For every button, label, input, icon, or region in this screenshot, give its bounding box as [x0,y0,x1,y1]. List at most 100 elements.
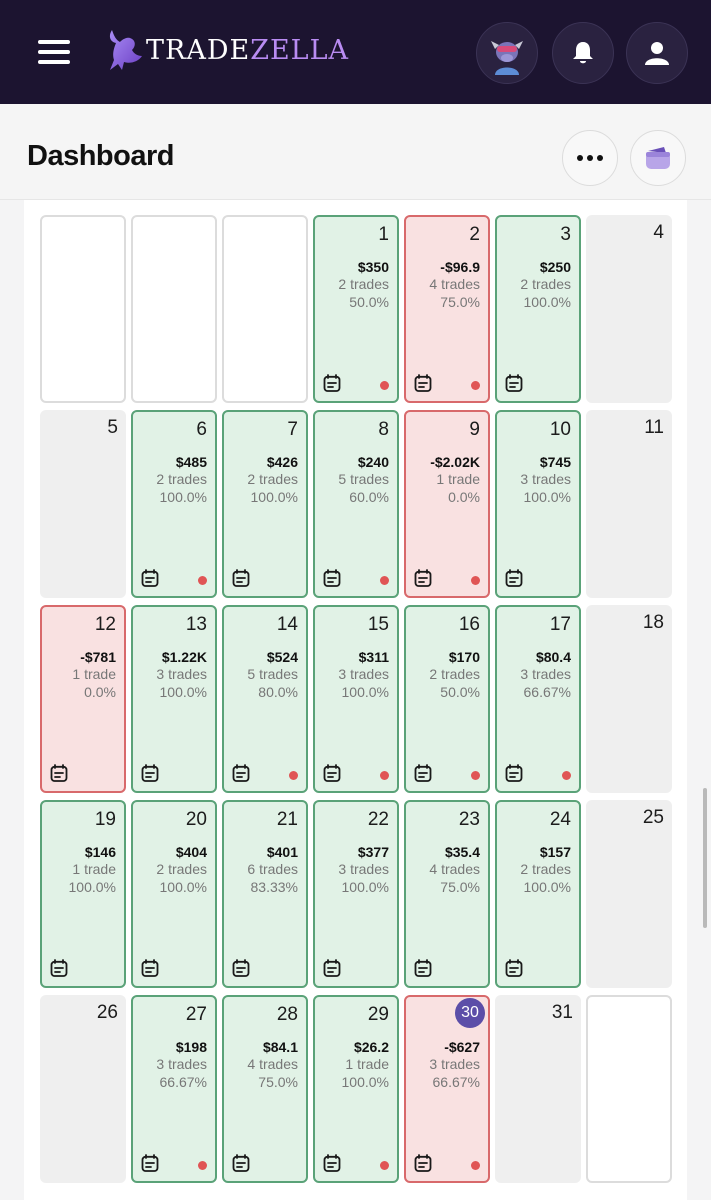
brand-name: TRADEZELLA [146,34,350,66]
calendar-day-13[interactable]: 13 $1.22K 3 trades 100.0% [131,605,217,793]
notifications-button[interactable] [552,22,614,84]
day-number: 24 [549,809,571,830]
day-number: 2 [469,224,480,245]
page-title: Dashboard [27,140,174,172]
journal-note-icon[interactable] [140,958,160,978]
calendar-day-3[interactable]: 3 $250 2 trades 100.0% [495,215,581,403]
journal-note-icon[interactable] [140,1153,160,1173]
journal-note-icon[interactable] [322,958,342,978]
journal-note-icon[interactable] [231,763,251,783]
calendar-day-7[interactable]: 7 $426 2 trades 100.0% [222,410,308,598]
day-trade-count: 1 trade [72,861,116,877]
wallet-button[interactable] [630,130,686,186]
journal-note-icon[interactable] [413,373,433,393]
day-trade-count: 2 trades [429,666,480,682]
journal-note-icon[interactable] [504,958,524,978]
journal-note-icon[interactable] [504,568,524,588]
journal-note-icon[interactable] [322,373,342,393]
day-number: 13 [185,614,207,635]
calendar-day-30[interactable]: 30 -$627 3 trades 66.67% [404,995,490,1183]
journal-note-icon[interactable] [140,568,160,588]
journal-note-icon[interactable] [49,763,69,783]
calendar-empty-cell [131,215,217,403]
calendar-day-17[interactable]: 17 $80.4 3 trades 66.67% [495,605,581,793]
calendar-day-26[interactable]: 26 [40,995,126,1183]
day-pnl: $426 [266,454,298,470]
calendar-empty-cell [586,995,672,1183]
journal-note-icon[interactable] [49,958,69,978]
alert-dot-indicator [471,1161,480,1170]
calendar-day-15[interactable]: 15 $311 3 trades 100.0% [313,605,399,793]
calendar-day-2[interactable]: 2 -$96.9 4 trades 75.0% [404,215,490,403]
day-win-rate: 100.0% [341,879,389,895]
alert-dot-indicator [380,1161,389,1170]
calendar-day-10[interactable]: 10 $745 3 trades 100.0% [495,410,581,598]
journal-note-icon[interactable] [504,373,524,393]
day-win-rate: 100.0% [523,294,571,310]
calendar-day-23[interactable]: 23 $35.4 4 trades 75.0% [404,800,490,988]
more-options-button[interactable] [562,130,618,186]
day-win-rate: 100.0% [68,879,116,895]
journal-note-icon[interactable] [413,763,433,783]
day-pnl: $146 [84,844,116,860]
journal-note-icon[interactable] [231,958,251,978]
journal-note-icon[interactable] [322,1153,342,1173]
day-number: 10 [549,419,571,440]
day-trade-count: 3 trades [429,1056,480,1072]
calendar-day-8[interactable]: 8 $240 5 trades 60.0% [313,410,399,598]
journal-note-icon[interactable] [413,568,433,588]
menu-icon[interactable] [38,38,72,66]
journal-note-icon[interactable] [413,1153,433,1173]
calendar-day-4[interactable]: 4 [586,215,672,403]
day-win-rate: 66.67% [523,684,571,700]
account-button[interactable] [626,22,688,84]
calendar-day-22[interactable]: 22 $377 3 trades 100.0% [313,800,399,988]
day-trade-count: 2 trades [520,861,571,877]
day-win-rate: 0.0% [448,489,480,505]
day-number: 20 [185,809,207,830]
profile-avatar-button[interactable] [476,22,538,84]
calendar-day-5[interactable]: 5 [40,410,126,598]
calendar-day-25[interactable]: 25 [586,800,672,988]
day-number: 6 [196,419,207,440]
calendar-day-14[interactable]: 14 $524 5 trades 80.0% [222,605,308,793]
alert-dot-indicator [471,381,480,390]
calendar-day-20[interactable]: 20 $404 2 trades 100.0% [131,800,217,988]
calendar-day-11[interactable]: 11 [586,410,672,598]
brand-logo[interactable]: TRADEZELLA [104,28,349,72]
calendar-day-12[interactable]: 12 -$781 1 trade 0.0% [40,605,126,793]
calendar-day-19[interactable]: 19 $146 1 trade 100.0% [40,800,126,988]
calendar-day-16[interactable]: 16 $170 2 trades 50.0% [404,605,490,793]
day-pnl: -$96.9 [440,259,480,275]
scrollbar[interactable] [703,788,707,928]
calendar-day-21[interactable]: 21 $401 6 trades 83.33% [222,800,308,988]
bull-logo-icon [109,30,142,70]
journal-note-icon[interactable] [413,958,433,978]
journal-note-icon[interactable] [231,568,251,588]
journal-note-icon[interactable] [322,763,342,783]
calendar-day-31[interactable]: 31 [495,995,581,1183]
calendar-day-6[interactable]: 6 $485 2 trades 100.0% [131,410,217,598]
journal-note-icon[interactable] [322,568,342,588]
calendar-day-28[interactable]: 28 $84.1 4 trades 75.0% [222,995,308,1183]
alert-dot-indicator [471,771,480,780]
calendar-day-9[interactable]: 9 -$2.02K 1 trade 0.0% [404,410,490,598]
calendar-day-27[interactable]: 27 $198 3 trades 66.67% [131,995,217,1183]
day-number: 31 [551,1002,573,1023]
calendar-day-29[interactable]: 29 $26.2 1 trade 100.0% [313,995,399,1183]
journal-note-icon[interactable] [504,763,524,783]
day-pnl: $311 [358,649,389,665]
day-trade-count: 2 trades [520,276,571,292]
day-number: 12 [94,614,116,635]
calendar-day-1[interactable]: 1 $350 2 trades 50.0% [313,215,399,403]
day-trade-count: 3 trades [156,666,207,682]
day-pnl: $401 [266,844,298,860]
calendar-day-24[interactable]: 24 $157 2 trades 100.0% [495,800,581,988]
day-number: 16 [458,614,480,635]
alert-dot-indicator [198,1161,207,1170]
journal-note-icon[interactable] [140,763,160,783]
calendar-day-18[interactable]: 18 [586,605,672,793]
calendar-empty-cell [40,215,126,403]
journal-note-icon[interactable] [231,1153,251,1173]
day-pnl: $240 [357,454,389,470]
